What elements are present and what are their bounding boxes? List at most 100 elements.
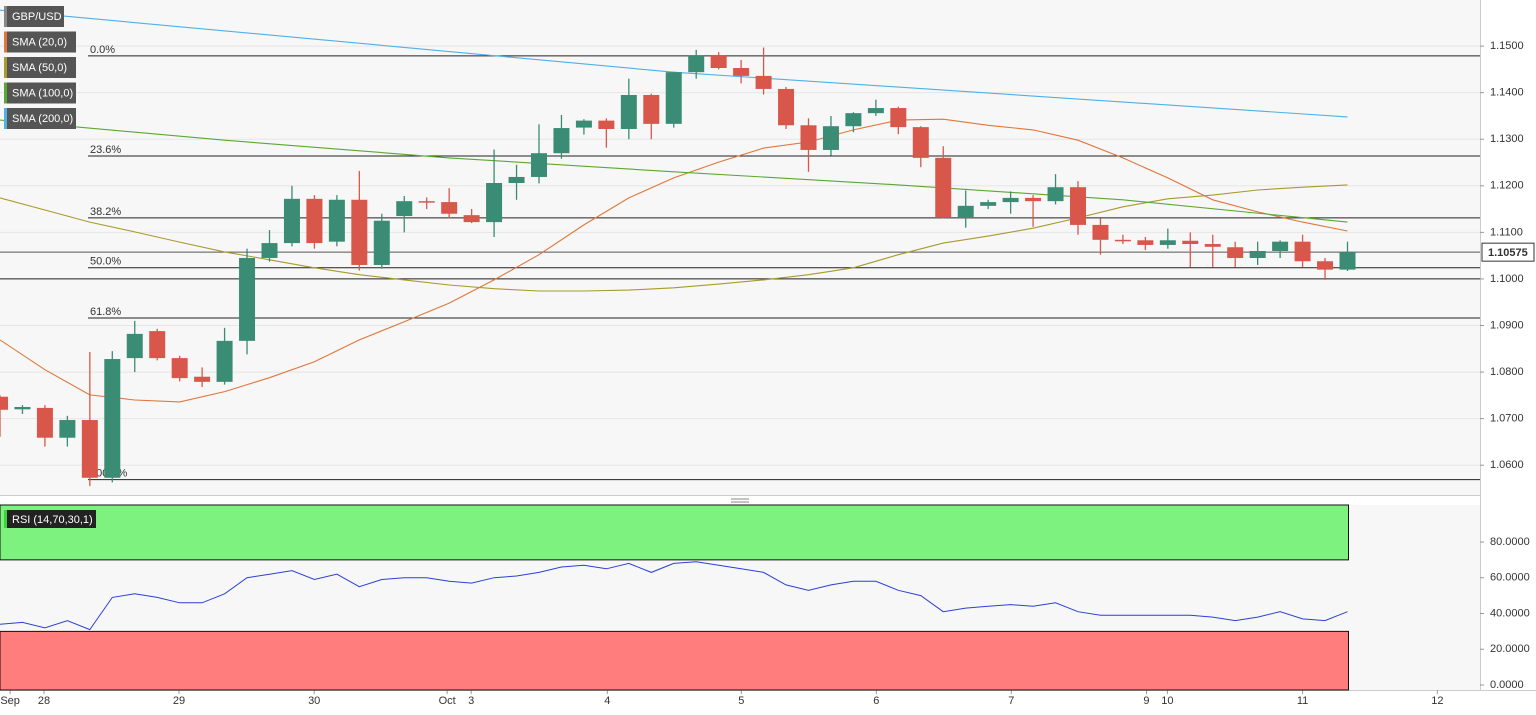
candle-body — [755, 75, 772, 89]
legend-bg — [4, 6, 64, 27]
rsi-label-swatch — [4, 510, 7, 528]
candle-body — [980, 202, 997, 206]
candle-body — [867, 108, 884, 114]
candle-body — [463, 215, 480, 223]
candle-body — [800, 125, 817, 150]
sma-line — [0, 119, 1348, 223]
candle-body — [912, 127, 929, 158]
candle-body — [126, 333, 143, 359]
candle-body — [688, 55, 705, 73]
candle-body — [1317, 261, 1334, 270]
candle-body — [328, 199, 345, 242]
x-tick-label: 9 — [1143, 695, 1149, 707]
candle-body — [553, 128, 570, 154]
candle-body — [1114, 239, 1131, 242]
y-tick-label: 0.0000 — [1490, 679, 1524, 691]
candle-body — [194, 376, 211, 382]
y-tick-label: 1.1400 — [1490, 87, 1524, 99]
y-tick-label: 1.1300 — [1490, 133, 1524, 145]
candle-body — [778, 88, 795, 126]
overbought-zone — [0, 504, 1349, 561]
y-tick-label: 1.0700 — [1490, 413, 1524, 425]
candle-body — [1069, 187, 1086, 225]
candle-body — [36, 407, 53, 438]
candle-body — [710, 55, 727, 68]
fib-label: 38.2% — [90, 206, 121, 218]
fib-label: 0.0% — [90, 44, 115, 56]
legend-swatch — [4, 108, 7, 129]
x-tick-label: 11 — [1297, 695, 1308, 707]
legend-swatch — [4, 31, 7, 53]
x-tick-label: 4 — [604, 695, 610, 707]
candle-body — [1249, 250, 1266, 258]
candle-body — [598, 120, 615, 129]
y-tick-label: 1.1500 — [1490, 40, 1524, 52]
candle-body — [665, 72, 682, 124]
x-tick-label: 7 — [1008, 695, 1014, 707]
candle-body — [1272, 241, 1289, 251]
candle-body — [171, 358, 188, 379]
candle-body — [0, 396, 8, 410]
legend-swatch — [4, 6, 7, 27]
candle-body — [149, 331, 166, 359]
legend-label: SMA (100,0) — [12, 87, 73, 99]
x-tick-label: 29 — [173, 695, 185, 707]
candle-body — [1182, 240, 1199, 245]
fib-label: 61.8% — [90, 306, 121, 318]
y-tick-label: 1.1100 — [1490, 226, 1523, 238]
candle-body — [575, 120, 592, 128]
x-tick-label: Sep — [0, 695, 20, 707]
legend-label: SMA (50,0) — [12, 62, 67, 74]
x-tick-label: 30 — [308, 695, 320, 707]
candle-body — [1204, 244, 1221, 247]
fib-label: 23.6% — [90, 144, 121, 156]
y-tick-label: 1.1200 — [1490, 180, 1524, 192]
oversold-zone — [0, 630, 1349, 691]
candle-body — [441, 202, 458, 214]
legend-bg — [4, 82, 76, 104]
candle-body — [1025, 197, 1042, 202]
price-tag-label: 1.10575 — [1488, 247, 1528, 259]
candle-body — [890, 108, 907, 128]
y-tick-label: 1.0900 — [1490, 319, 1524, 331]
rsi-label: RSI (14,70,30,1) — [12, 514, 93, 526]
candle-body — [643, 94, 660, 124]
candle-body — [81, 420, 98, 478]
legend-label: GBP/USD — [12, 11, 62, 23]
candle-body — [104, 359, 121, 478]
y-tick-label: 60.0000 — [1490, 572, 1530, 584]
candle-body — [1294, 241, 1311, 262]
candle-body — [1047, 187, 1064, 202]
legend-bg — [4, 57, 76, 78]
candle-body — [261, 243, 278, 258]
candle-body — [822, 126, 839, 150]
x-tick-label: 3 — [468, 695, 474, 707]
candle-body — [1227, 247, 1244, 258]
candle-body — [351, 199, 368, 265]
legend-swatch — [4, 57, 7, 78]
legend-label: SMA (20,0) — [12, 36, 67, 48]
sma-line — [0, 118, 1348, 403]
candle-body — [845, 113, 862, 127]
x-tick-label: 6 — [873, 695, 879, 707]
x-tick-label: 10 — [1161, 695, 1173, 707]
candle-body — [418, 201, 435, 203]
sma-line — [0, 184, 1348, 292]
fib-label: 50.0% — [90, 256, 121, 268]
legend-label: SMA (200,0) — [12, 113, 73, 125]
candle-body — [59, 420, 76, 438]
x-tick-label: 5 — [738, 695, 744, 707]
legend-swatch — [4, 82, 7, 104]
y-tick-label: 80.0000 — [1490, 536, 1530, 548]
x-tick-label: Oct — [439, 695, 456, 707]
y-tick-label: 1.0600 — [1490, 459, 1524, 471]
candle-body — [508, 176, 525, 184]
rsi-label-bg — [4, 510, 96, 528]
y-tick-label: 40.0000 — [1490, 607, 1530, 619]
candle-body — [396, 201, 413, 217]
candle-body — [283, 198, 300, 244]
candle-body — [1002, 197, 1019, 203]
candle-body — [216, 340, 233, 382]
candle-body — [239, 257, 256, 341]
